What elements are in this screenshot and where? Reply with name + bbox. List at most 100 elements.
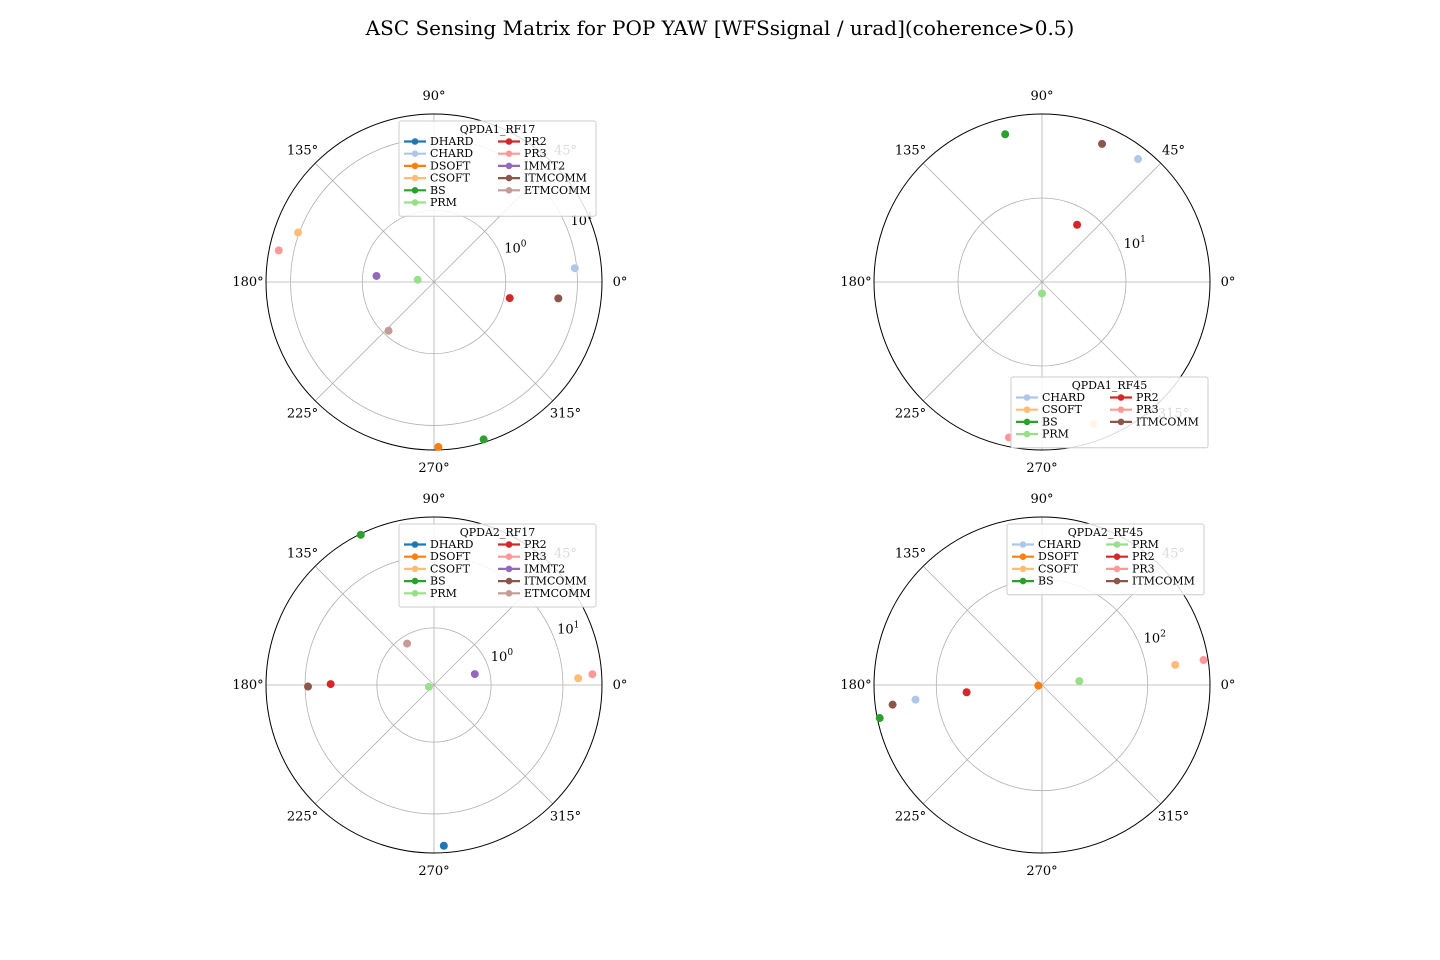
polar-frame (873, 113, 1211, 451)
data-point-itmcomm (1098, 139, 1107, 148)
legend-label: CHARD (1042, 391, 1085, 404)
data-point-prm (1075, 677, 1084, 686)
legend-entry-pr2: PR2 (498, 135, 547, 148)
angle-tick-label: 270° (1026, 864, 1057, 879)
angle-tick-label: 0° (1221, 678, 1236, 693)
radial-tick-label: 101 (557, 621, 579, 638)
data-point-chard (570, 264, 579, 273)
legend-entry-dhard: DHARD (404, 538, 474, 551)
data-point-prm (413, 275, 422, 284)
legend-label: PR3 (1132, 562, 1155, 575)
angle-tick-label: 135° (287, 143, 318, 158)
legend-entry-csoft: CSOFT (1016, 403, 1083, 416)
polar-frame (873, 516, 1211, 854)
legend-marker (1023, 418, 1031, 426)
legend-marker (411, 565, 419, 573)
radial-tick-label: 100 (504, 240, 527, 257)
legend-entry-csoft: CSOFT (404, 562, 471, 575)
legend-entry-etmcomm: ETMCOMM (498, 587, 591, 600)
legend-label: DSOFT (1038, 550, 1079, 563)
angle-tick-label: 0° (613, 275, 628, 290)
legend-label: PRM (1132, 538, 1159, 551)
data-point-dhard (439, 841, 448, 850)
legend-marker (1023, 394, 1031, 401)
data-point-chard (911, 695, 920, 704)
legend-entry-csoft: CSOFT (404, 172, 471, 185)
angle-tick-label: 135° (287, 546, 318, 561)
legend-label: BS (1038, 575, 1054, 588)
legend-entry-prm: PRM (404, 196, 457, 209)
angle-tick-label: 0° (1221, 275, 1236, 290)
polar-plot-1: 1001010°45°90°135°180°225°270°315°QPDA1_… (232, 89, 627, 476)
legend-label: BS (1042, 415, 1058, 428)
legend-marker (1113, 565, 1121, 573)
polar-plots: 100 101 0° 45° 90° 135° 180° 225° 270° 315° QPDA1_… (232, 89, 1235, 879)
legend-entry-bs: BS (1016, 415, 1058, 428)
legend-entry-pr2: PR2 (1110, 391, 1159, 404)
legend-marker (411, 162, 419, 170)
legend-entry-bs: BS (404, 575, 446, 588)
data-point-etmcomm (403, 639, 412, 648)
data-point-prm (424, 682, 433, 691)
legend-label: PR2 (1136, 391, 1159, 404)
legend-entry-itmcomm: ITMCOMM (1110, 415, 1199, 428)
legend-label: ITMCOMM (1132, 575, 1195, 588)
figure-title: ASC Sensing Matrix for POP YAW [WFSsigna… (365, 16, 1075, 40)
data-point-etmcomm (384, 326, 393, 335)
angle-tick-label: 225° (287, 407, 318, 422)
legend-entry-pr3: PR3 (498, 147, 547, 160)
polar-plot-4: 1020°45°90°135°180°225°270°315°QPDA2_RF4… (840, 492, 1235, 879)
legend-marker (411, 199, 419, 206)
angle-tick-label: 90° (1030, 492, 1053, 507)
legend-label: CHARD (430, 147, 473, 160)
angle-gridline (314, 281, 435, 402)
legend-label: CSOFT (430, 172, 471, 185)
legend-title: QPDA1_RF45 (1072, 379, 1148, 392)
legend-entry-csoft: CSOFT (1012, 562, 1079, 575)
legend-entry-etmcomm: ETMCOMM (498, 184, 591, 197)
angle-gridline (433, 684, 554, 805)
legend-title: QPDA1_RF17 (460, 123, 536, 136)
angle-tick-label: 90° (422, 492, 445, 507)
legend-marker (411, 541, 419, 548)
legend-entry-chard: CHARD (1016, 391, 1085, 404)
angle-tick-label: 45° (1162, 143, 1185, 158)
legend-entry-prm: PRM (404, 587, 457, 600)
legend-label: DHARD (430, 135, 474, 148)
legend-marker (411, 138, 419, 145)
legend-label: CSOFT (1038, 562, 1079, 575)
data-point-itmcomm (304, 682, 313, 691)
angle-tick-label: 180° (232, 275, 263, 290)
legend-entry-itmcomm: ITMCOMM (1106, 575, 1195, 588)
data-point-csoft (574, 674, 583, 683)
legend-entry-itmcomm: ITMCOMM (498, 575, 587, 588)
legend-entry-chard: CHARD (404, 147, 473, 160)
legend-marker (1019, 565, 1027, 573)
legend-marker (505, 150, 513, 157)
legend-label: DSOFT (430, 159, 471, 172)
legend-label: ITMCOMM (524, 172, 587, 185)
legend-title: QPDA2_RF45 (1068, 526, 1144, 539)
legend-label: PR2 (1132, 550, 1155, 563)
angle-gridline (314, 684, 435, 805)
legend-entry-prm: PRM (1106, 538, 1159, 551)
radial-tick-label: 100 (491, 648, 514, 665)
legend-label: PRM (1042, 428, 1069, 441)
angle-tick-label: 225° (895, 407, 926, 422)
polar-frame (265, 113, 603, 451)
legend-marker (1117, 418, 1125, 426)
legend-label: ETMCOMM (524, 587, 591, 600)
data-point-prm (1038, 289, 1046, 298)
legend-marker (1019, 541, 1027, 548)
data-point-immt2 (372, 271, 381, 280)
angle-tick-label: 90° (1030, 89, 1053, 104)
angle-tick-label: 315° (1158, 810, 1189, 825)
legend-marker (1117, 406, 1125, 414)
legend-label: CHARD (1038, 538, 1081, 551)
legend-box (398, 120, 597, 217)
polar-plot-3: 1001010°45°90°135°180°225°270°315°QPDA2_… (232, 492, 627, 879)
legend-marker (505, 590, 513, 597)
angle-tick-label: 135° (895, 143, 926, 158)
legend-label: PR2 (524, 135, 547, 148)
